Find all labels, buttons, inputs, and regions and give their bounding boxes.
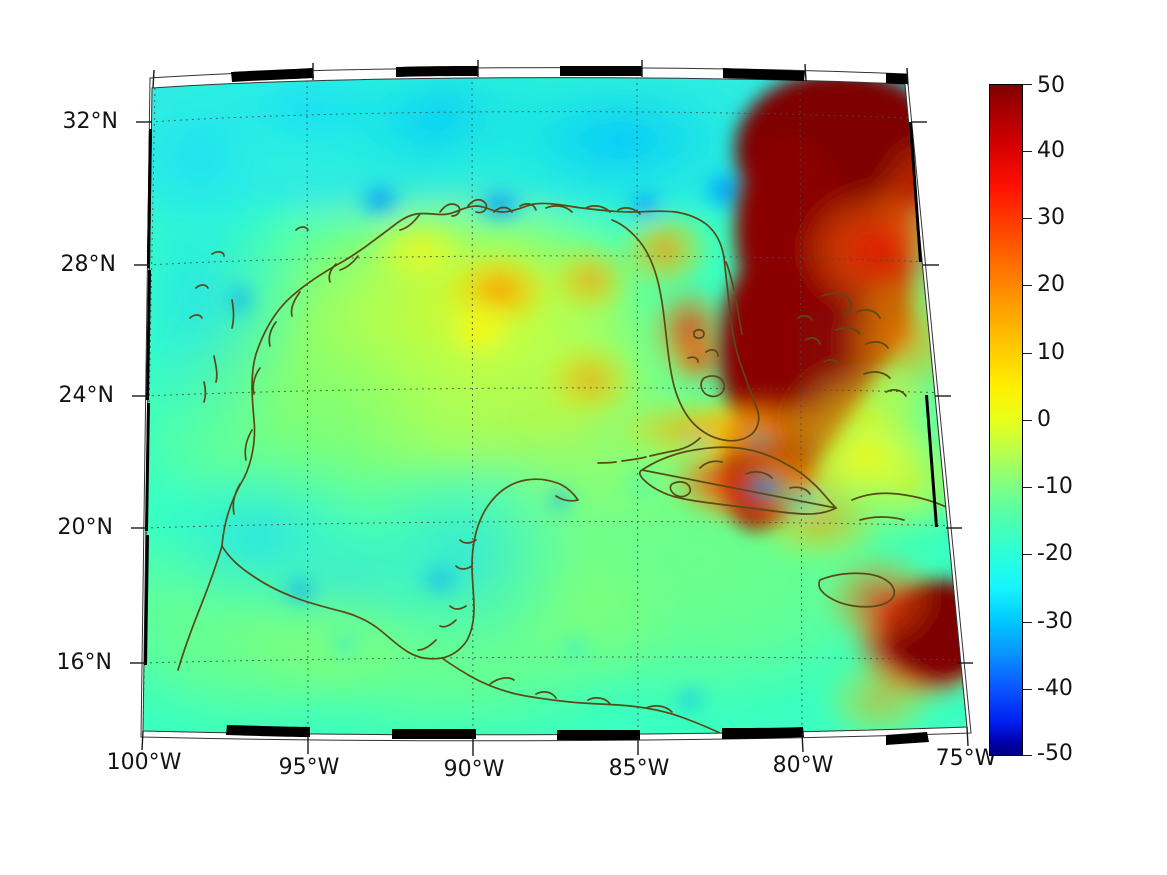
map-axes[interactable]: 32°N 28°N 24°N 20°N 16°N 100°W 95°W 90°W… [0,0,1000,800]
lon-tick-label-80w: 80°W [772,753,834,778]
colorbar-tick-50 [1023,84,1032,85]
lon-tick-label-90w: 90°W [443,757,505,782]
colorbar-label-10: 10 [1037,340,1065,365]
colorbar-tick-m20 [1023,554,1032,555]
lat-tick-label-28n: 28°N [60,252,116,277]
colorbar-tick-20 [1023,285,1032,286]
colorbar-tick-40 [1023,151,1032,152]
colorbar-tick-m10 [1023,487,1032,488]
colorbar-tick-m40 [1023,689,1032,690]
lat-tick-label-24n: 24°N [58,383,114,408]
lat-tick-label-20n: 20°N [57,515,113,540]
lon-tick-label-95w: 95°W [278,755,340,780]
map-frame [130,60,973,756]
colorbar-label-20: 20 [1037,272,1065,297]
lat-tick-label-32n: 32°N [62,109,118,134]
colorbar-label-m30: -30 [1037,609,1073,634]
map-plot-svg [130,60,973,756]
colorbar-tick-30 [1023,218,1032,219]
colorbar-label-m50: -50 [1037,741,1073,766]
lon-tick-label-85w: 85°W [608,756,670,781]
colorbar-tick-m30 [1023,622,1032,623]
lon-tick-label-75w: 75°W [935,746,997,771]
coastline-layer [177,198,967,735]
colorbar-tick-0 [1023,420,1032,421]
colorbar-gradient [989,84,1023,756]
lon-tick-label-100w: 100°W [106,750,182,775]
colorbar-label-0: 0 [1037,407,1051,432]
scalar-field-raster [143,77,967,735]
colorbar[interactable]: 50 40 30 20 10 0 -10 -20 -30 -40 -50 [989,75,1073,765]
colorbar-label-m10: -10 [1037,474,1073,499]
colorbar-label-m20: -20 [1037,541,1073,566]
colorbar-label-50: 50 [1037,73,1065,98]
colorbar-label-30: 30 [1037,205,1065,230]
colorbar-label-40: 40 [1037,138,1065,163]
colorbar-tick-10 [1023,353,1032,354]
colorbar-label-m40: -40 [1037,676,1073,701]
lat-tick-label-16n: 16°N [56,650,112,675]
colorbar-tick-m50 [1023,755,1032,756]
